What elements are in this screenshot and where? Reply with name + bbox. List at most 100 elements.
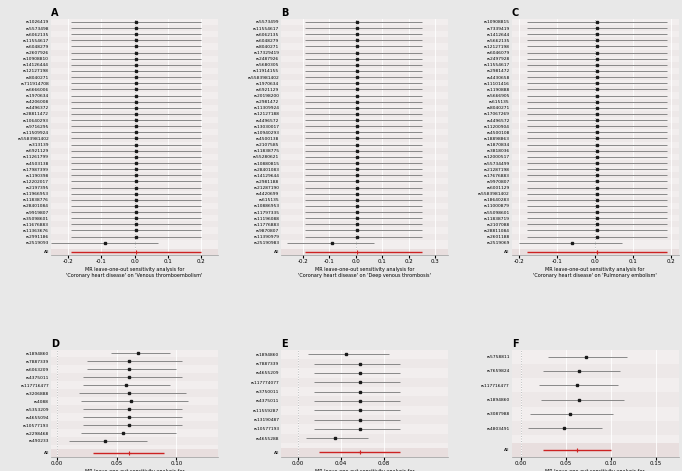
Bar	[512, 56, 679, 62]
Bar	[282, 19, 448, 25]
Bar	[51, 191, 218, 197]
Bar	[512, 240, 679, 246]
Bar	[282, 117, 448, 123]
Bar	[51, 349, 218, 357]
Bar	[282, 415, 448, 424]
X-axis label: MR leave-one-out sensitivity analysis for
'Coronary heart disease' on 'Pulmonary: MR leave-one-out sensitivity analysis fo…	[533, 267, 657, 278]
Bar	[51, 382, 218, 389]
Bar	[282, 179, 448, 185]
Bar	[512, 166, 679, 172]
Bar	[51, 179, 218, 185]
Bar	[51, 227, 218, 234]
Text: B: B	[282, 8, 288, 18]
Bar	[512, 92, 679, 98]
Bar	[512, 378, 679, 392]
Bar	[282, 203, 448, 209]
Bar	[282, 234, 448, 240]
Bar	[51, 357, 218, 365]
Bar	[512, 215, 679, 221]
Bar	[51, 249, 218, 255]
Bar	[512, 172, 679, 179]
Bar	[512, 421, 679, 435]
Bar	[512, 123, 679, 129]
Bar	[51, 74, 218, 80]
Bar	[512, 249, 679, 255]
Bar	[51, 185, 218, 191]
Bar	[51, 105, 218, 111]
Bar	[512, 105, 679, 111]
Bar	[512, 111, 679, 117]
X-axis label: MR leave-one-out sensitivity analysis for
'Coronary heart disease' on 'Deep veno: MR leave-one-out sensitivity analysis fo…	[299, 267, 431, 278]
X-axis label: MR leave-one-out sensitivity analysis for
'Deep venous thrombosis' on 'Coronary : MR leave-one-out sensitivity analysis fo…	[299, 469, 431, 471]
Bar	[51, 209, 218, 215]
Bar	[51, 80, 218, 86]
Bar	[51, 449, 218, 457]
Bar	[282, 135, 448, 142]
Bar	[282, 80, 448, 86]
Bar	[512, 392, 679, 407]
Bar	[282, 68, 448, 74]
Bar	[51, 135, 218, 142]
Bar	[512, 349, 679, 364]
Bar	[51, 129, 218, 135]
Bar	[282, 98, 448, 105]
Bar	[512, 49, 679, 56]
Bar	[512, 135, 679, 142]
Bar	[512, 148, 679, 154]
Bar	[51, 56, 218, 62]
Bar	[512, 25, 679, 31]
Bar	[282, 378, 448, 387]
Bar	[51, 148, 218, 154]
Bar	[282, 123, 448, 129]
Bar	[282, 154, 448, 160]
Bar	[51, 160, 218, 166]
Bar	[282, 148, 448, 154]
Bar	[282, 447, 448, 457]
Bar	[51, 437, 218, 445]
Bar	[51, 123, 218, 129]
Bar	[51, 19, 218, 25]
Bar	[282, 349, 448, 359]
Bar	[282, 25, 448, 31]
Bar	[282, 396, 448, 406]
Bar	[282, 433, 448, 443]
Bar	[512, 74, 679, 80]
Bar	[282, 111, 448, 117]
Bar	[512, 197, 679, 203]
Bar	[51, 197, 218, 203]
Bar	[282, 74, 448, 80]
Bar	[51, 43, 218, 49]
Bar	[282, 227, 448, 234]
Bar	[282, 129, 448, 135]
Bar	[51, 62, 218, 68]
Bar	[512, 68, 679, 74]
Bar	[282, 56, 448, 62]
Text: A: A	[51, 8, 59, 18]
Bar	[282, 43, 448, 49]
Bar	[512, 203, 679, 209]
Bar	[282, 249, 448, 255]
Bar	[512, 407, 679, 421]
Bar	[282, 368, 448, 378]
Bar	[512, 234, 679, 240]
Bar	[512, 129, 679, 135]
Text: C: C	[512, 8, 519, 18]
Bar	[51, 142, 218, 148]
Bar	[51, 421, 218, 429]
X-axis label: MR leave-one-out sensitivity analysis for
'Venous thromboembolism' on 'Coronary : MR leave-one-out sensitivity analysis fo…	[66, 469, 203, 471]
Bar	[512, 19, 679, 25]
Text: D: D	[51, 339, 59, 349]
X-axis label: MR leave-one-out sensitivity analysis for
'Coronary heart disease' on 'Venous th: MR leave-one-out sensitivity analysis fo…	[66, 267, 203, 278]
Bar	[51, 397, 218, 405]
Bar	[51, 405, 218, 413]
Bar	[512, 179, 679, 185]
Bar	[51, 37, 218, 43]
Bar	[282, 191, 448, 197]
Bar	[51, 166, 218, 172]
Bar	[51, 374, 218, 382]
Bar	[51, 117, 218, 123]
Bar	[282, 105, 448, 111]
Bar	[282, 424, 448, 433]
Bar	[282, 209, 448, 215]
Bar	[282, 49, 448, 56]
